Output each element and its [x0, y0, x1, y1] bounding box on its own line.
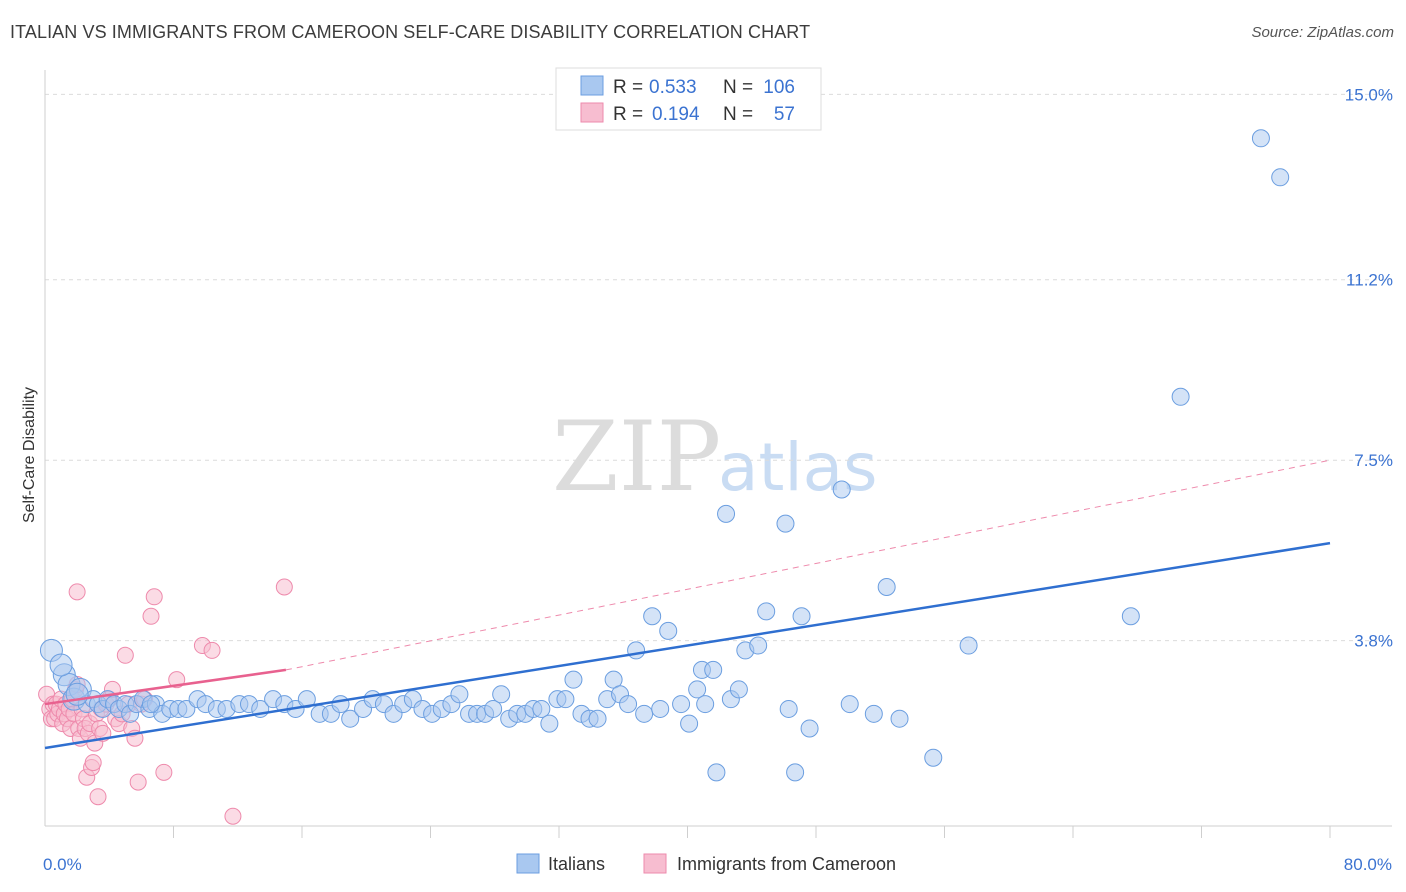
- legend-r-label: R =: [613, 77, 643, 98]
- cameroon-point: [142, 607, 160, 625]
- italians-point: [776, 514, 795, 533]
- cameroon-trend-extension: [285, 459, 1331, 671]
- legend-label-italians: Italians: [548, 854, 605, 874]
- italians-point: [1121, 607, 1140, 626]
- italians-point: [532, 699, 551, 718]
- stats-legend: R = 0.533 N = 106 R = 0.194 N = 57: [555, 67, 822, 131]
- italians-point: [729, 680, 748, 699]
- italians-point: [484, 699, 503, 718]
- legend-r-value: 0.194: [652, 104, 700, 125]
- italians-point: [688, 680, 707, 699]
- legend-n-value: 57: [774, 104, 795, 125]
- cameroon-point: [203, 641, 221, 659]
- italians-point: [588, 709, 607, 728]
- italians-point: [564, 670, 583, 689]
- italians-point: [792, 607, 811, 626]
- x-tick-label-max: 80.0%: [1344, 855, 1392, 874]
- cameroon-point: [155, 763, 173, 781]
- italians-point: [341, 709, 360, 728]
- italians-point: [680, 714, 699, 733]
- cameroon-point: [68, 583, 86, 601]
- legend-swatch-italians: [516, 853, 540, 874]
- italians-point: [659, 621, 678, 640]
- cameroon-trend-line: [44, 668, 287, 706]
- chart-title: ITALIAN VS IMMIGRANTS FROM CAMEROON SELF…: [10, 22, 811, 42]
- italians-point: [635, 704, 654, 723]
- italians-point: [924, 748, 943, 767]
- cameroon-point: [89, 788, 107, 806]
- y-tick-label: 11.2%: [1346, 271, 1393, 290]
- legend-r-label: R =: [613, 104, 643, 125]
- italians-point: [832, 480, 851, 499]
- cameroon-point: [129, 773, 147, 791]
- italians-point: [297, 690, 316, 709]
- legend-n-label: N =: [723, 77, 753, 98]
- italians-point: [757, 602, 776, 621]
- watermark-zip: ZIP: [552, 401, 721, 513]
- italians-point: [331, 695, 350, 714]
- italians-trend-line: [44, 541, 1331, 750]
- series-italians-points: [39, 129, 1290, 782]
- watermark: ZIP atlas: [552, 401, 878, 513]
- italians-point: [877, 578, 896, 597]
- cameroon-point: [224, 807, 242, 825]
- italians-point: [864, 704, 883, 723]
- legend-r-value: 0.533: [649, 77, 697, 98]
- legend-label-cameroon: Immigrants from Cameroon: [677, 854, 896, 874]
- italians-point: [749, 636, 768, 655]
- watermark-atlas: atlas: [718, 429, 878, 506]
- italians-point: [707, 763, 726, 782]
- italians-point: [1271, 168, 1290, 187]
- italians-point: [890, 709, 909, 728]
- cameroon-point: [116, 646, 134, 664]
- chart-source: Source: ZipAtlas.com: [1251, 24, 1394, 41]
- italians-point: [492, 685, 511, 704]
- italians-point: [142, 695, 161, 714]
- italians-point: [556, 690, 575, 709]
- italians-point: [840, 695, 859, 714]
- italians-point: [696, 695, 715, 714]
- italians-point: [65, 682, 89, 706]
- italians-point: [1171, 387, 1190, 406]
- legend-n-value: 106: [763, 77, 795, 98]
- cameroon-point: [84, 754, 102, 772]
- italians-point: [619, 695, 638, 714]
- italians-point: [779, 699, 798, 718]
- x-tick-label-min: 0.0%: [43, 855, 82, 874]
- italians-point: [786, 763, 805, 782]
- cameroon-point: [145, 588, 163, 606]
- italians-point: [717, 504, 736, 523]
- italians-point: [643, 607, 662, 626]
- italians-point: [651, 699, 670, 718]
- italians-point: [800, 719, 819, 738]
- italians-point: [49, 653, 73, 677]
- legend-swatch-italians: [580, 75, 604, 96]
- y-tick-label: 7.5%: [1354, 451, 1393, 470]
- y-gridlines: [45, 93, 1392, 642]
- italians-point: [627, 641, 646, 660]
- italians-point: [450, 685, 469, 704]
- y-tick-label: 3.8%: [1354, 632, 1393, 651]
- x-axis-ticks: [173, 826, 1331, 838]
- series-legend: Italians Immigrants from Cameroon: [516, 853, 896, 874]
- y-axis-label: Self-Care Disability: [21, 387, 38, 523]
- italians-point: [704, 660, 723, 679]
- italians-point: [672, 695, 691, 714]
- italians-point: [1251, 129, 1270, 148]
- italians-point: [540, 714, 559, 733]
- legend-swatch-cameroon: [643, 853, 667, 874]
- y-tick-label: 15.0%: [1345, 85, 1393, 104]
- cameroon-point: [275, 578, 293, 596]
- legend-n-label: N =: [723, 104, 753, 125]
- legend-swatch-cameroon: [580, 102, 604, 123]
- y-tick-labels: 3.8% 7.5% 11.2% 15.0%: [1345, 85, 1393, 650]
- italians-point: [959, 636, 978, 655]
